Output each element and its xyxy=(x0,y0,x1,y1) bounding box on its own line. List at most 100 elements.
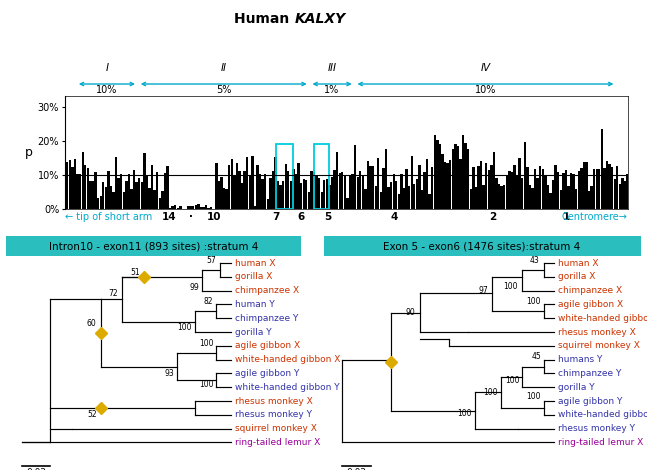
Text: humans Y: humans Y xyxy=(558,355,603,364)
Text: rhesus monkey Y: rhesus monkey Y xyxy=(235,410,312,419)
Bar xyxy=(539,166,542,209)
Bar xyxy=(328,185,331,209)
Text: 72: 72 xyxy=(109,289,118,298)
Text: rhesus monkey Y: rhesus monkey Y xyxy=(558,424,635,433)
Bar xyxy=(120,174,122,209)
Bar xyxy=(156,172,159,209)
Bar xyxy=(503,185,505,209)
Bar xyxy=(382,168,384,209)
Bar xyxy=(483,185,485,209)
Bar xyxy=(490,165,492,209)
Text: Human: Human xyxy=(234,12,294,26)
Bar xyxy=(94,172,96,209)
Text: 1%: 1% xyxy=(324,85,340,94)
Bar xyxy=(320,192,323,209)
Bar xyxy=(529,185,531,209)
Bar xyxy=(100,196,102,209)
Bar xyxy=(570,173,572,209)
Bar xyxy=(71,167,74,209)
Bar xyxy=(431,167,433,209)
Text: agile gibbon X: agile gibbon X xyxy=(235,341,300,350)
Bar xyxy=(444,162,446,209)
Bar xyxy=(608,164,611,209)
Bar xyxy=(465,143,467,209)
Bar xyxy=(619,184,621,209)
Bar xyxy=(290,181,292,209)
Bar xyxy=(526,167,529,209)
Bar xyxy=(192,206,194,209)
Bar xyxy=(441,154,444,209)
Bar xyxy=(547,185,549,209)
Bar xyxy=(356,177,359,209)
Bar xyxy=(238,171,241,209)
Text: 0.02: 0.02 xyxy=(26,468,46,470)
Text: 6: 6 xyxy=(298,212,305,222)
Bar xyxy=(127,173,130,209)
Text: 90: 90 xyxy=(406,308,416,317)
Bar xyxy=(588,191,590,209)
Text: II: II xyxy=(221,63,226,73)
Bar xyxy=(63,169,66,209)
Bar xyxy=(115,157,117,209)
Bar xyxy=(205,205,207,209)
Bar xyxy=(311,172,313,209)
Bar xyxy=(197,204,199,209)
Bar xyxy=(415,179,418,209)
Bar xyxy=(377,158,379,209)
Bar xyxy=(513,165,516,209)
Bar xyxy=(292,169,294,209)
Bar xyxy=(554,164,557,209)
Text: gorilla Y: gorilla Y xyxy=(558,383,595,392)
Text: 10: 10 xyxy=(206,212,221,222)
Bar xyxy=(325,179,328,209)
Bar xyxy=(510,172,513,209)
Text: 100: 100 xyxy=(177,323,192,332)
Bar xyxy=(496,178,498,209)
Text: IV: IV xyxy=(481,63,490,73)
Text: 0.02: 0.02 xyxy=(347,468,367,470)
Bar xyxy=(69,160,71,209)
Bar xyxy=(338,173,341,209)
Bar xyxy=(153,189,156,209)
Bar xyxy=(616,166,619,209)
Bar xyxy=(333,170,336,209)
Bar xyxy=(393,174,395,209)
Bar xyxy=(501,186,503,209)
Bar xyxy=(580,168,582,209)
Text: rhesus monkey X: rhesus monkey X xyxy=(235,397,313,406)
Bar xyxy=(82,152,84,209)
Bar xyxy=(380,192,382,209)
Bar xyxy=(282,181,284,209)
Bar xyxy=(110,186,112,209)
Text: chimpanzee Y: chimpanzee Y xyxy=(235,314,298,323)
Bar xyxy=(354,146,356,209)
Bar xyxy=(613,179,616,209)
Bar xyxy=(133,171,135,209)
Text: 100: 100 xyxy=(199,338,214,348)
Text: white-handed gibbon Y: white-handed gibbon Y xyxy=(235,383,340,392)
Text: I: I xyxy=(105,63,109,73)
Bar xyxy=(523,142,526,209)
Text: 4: 4 xyxy=(390,212,398,222)
Bar xyxy=(449,160,452,209)
Text: agile gibbon Y: agile gibbon Y xyxy=(235,369,300,378)
Bar xyxy=(298,164,300,209)
Bar xyxy=(274,157,277,209)
Bar xyxy=(89,180,92,209)
Text: 52: 52 xyxy=(87,410,96,419)
Text: gorilla X: gorilla X xyxy=(558,272,596,282)
Bar xyxy=(251,156,254,209)
Text: 100: 100 xyxy=(199,380,214,389)
Bar xyxy=(403,188,405,209)
Bar xyxy=(313,172,315,209)
Bar xyxy=(428,194,431,209)
Text: 100: 100 xyxy=(505,376,520,385)
Bar xyxy=(477,165,479,209)
Bar xyxy=(269,178,272,209)
Bar xyxy=(516,175,518,209)
Bar xyxy=(318,178,320,209)
Bar xyxy=(84,165,87,209)
Bar xyxy=(508,171,510,209)
Bar xyxy=(174,205,177,209)
Text: gorilla Y: gorilla Y xyxy=(235,328,272,337)
